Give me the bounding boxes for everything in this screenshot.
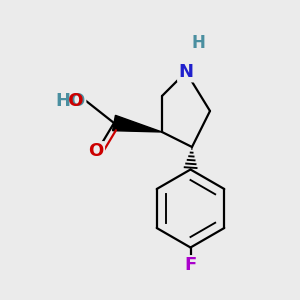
Text: O: O xyxy=(62,92,84,110)
Text: N: N xyxy=(178,63,194,81)
Text: O: O xyxy=(88,142,104,160)
Text: HO: HO xyxy=(55,92,85,110)
Polygon shape xyxy=(112,115,162,132)
Text: F: F xyxy=(184,256,196,274)
Text: H: H xyxy=(191,34,205,52)
